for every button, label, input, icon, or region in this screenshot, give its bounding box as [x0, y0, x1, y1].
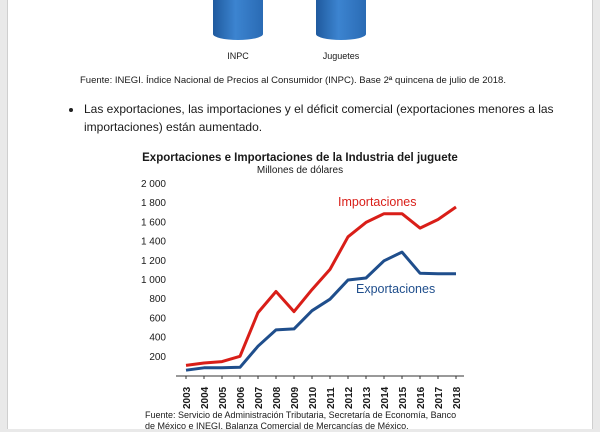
- x-tick-label: 2003: [182, 386, 193, 409]
- x-tick-label: 2009: [290, 386, 301, 409]
- x-tick-label: 2011: [326, 387, 337, 409]
- series-line-exportaciones: [185, 250, 456, 372]
- series-label-importaciones: Importaciones: [338, 195, 417, 209]
- x-tick-label: 2018: [452, 386, 463, 409]
- y-axis: 2 000 1 800 1 600 1 400 1 200 1 000 800 600 400 2…: [141, 179, 166, 363]
- x-tick-label: 2017: [434, 386, 445, 409]
- x-tick-label: 2006: [236, 386, 247, 409]
- bullet-paragraph: Las exportaciones, las importaciones y e…: [84, 102, 554, 134]
- bullet-icon: [69, 108, 73, 112]
- chart-title: Exportaciones e Importaciones de la Indu…: [142, 152, 458, 164]
- y-tick-label: 1 400: [141, 237, 166, 248]
- x-tick-label: 2005: [218, 386, 229, 409]
- bar-label-juguetes: Juguetes: [322, 51, 360, 61]
- series-line-importaciones: [185, 205, 457, 367]
- series-lines: [185, 205, 457, 372]
- chart-subtitle: Millones de dólares: [256, 165, 344, 176]
- x-tick-label: 2014: [380, 386, 391, 409]
- y-tick-label: 1 800: [141, 198, 166, 209]
- source-note-top: Fuente: INEGI. Índice Nacional de Precio…: [80, 75, 506, 86]
- y-tick-label: 1 600: [141, 217, 166, 228]
- x-tick-label: 2016: [416, 386, 427, 409]
- y-tick-label: 200: [149, 352, 166, 363]
- trade-line-chart: 2 000 1 800 1 600 1 400 1 200 1 000 800 600 400 2…: [141, 179, 464, 409]
- bar-juguetes: [316, 0, 366, 40]
- source-note-bottom: Fuente: Servicio de Administración Tribu…: [145, 410, 457, 431]
- y-tick-label: 800: [149, 294, 166, 305]
- document-page: INPC Juguetes Fuente: INEGI. Índice Naci…: [7, 0, 593, 429]
- x-tick-label: 2012: [344, 386, 355, 409]
- x-tick-label: 2007: [254, 386, 265, 409]
- x-tick-label: 2010: [308, 386, 319, 409]
- x-tick-label: 2013: [362, 386, 373, 409]
- y-tick-label: 400: [149, 333, 166, 344]
- x-tick-label: 2004: [200, 386, 211, 409]
- bar-inpc: [213, 0, 263, 40]
- x-axis: 2003 2004 2005 2006 2007 2008 2009 2010 2011 2012…: [176, 375, 464, 409]
- series-labels: Importaciones Exportaciones: [338, 195, 435, 296]
- y-tick-label: 2 000: [141, 179, 166, 190]
- y-tick-label: 600: [149, 313, 166, 324]
- x-tick-label: 2008: [272, 386, 283, 409]
- x-tick-label: 2015: [398, 386, 409, 409]
- series-label-exportaciones: Exportaciones: [356, 282, 435, 296]
- y-tick-label: 1 200: [141, 256, 166, 267]
- y-tick-label: 1 000: [141, 275, 166, 286]
- bar-label-inpc: INPC: [227, 51, 249, 61]
